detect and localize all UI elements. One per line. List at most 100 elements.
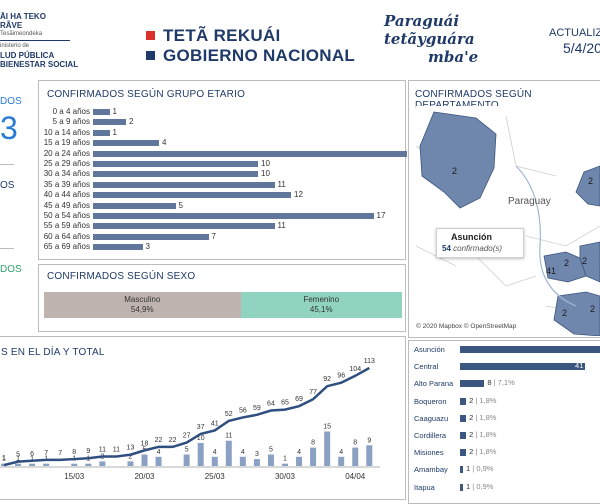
total-point-label: 104 (349, 366, 361, 373)
department-row[interactable]: Cordillera 2 | 1,8% (414, 428, 600, 444)
ministry-line3: Tesãimeondeka (0, 31, 43, 37)
age-bar-row[interactable]: 55 a 59 años 11 (43, 221, 403, 231)
age-bar-row[interactable]: 0 a 4 años 1 (43, 107, 403, 117)
daily-bar[interactable] (197, 443, 204, 466)
daily-bar[interactable] (352, 447, 359, 466)
daily-bar[interactable] (366, 445, 373, 466)
daily-bar-label: 1 (283, 456, 287, 463)
ministry-line5: LUD PÚBLICA (0, 51, 55, 60)
total-point-label: 7 (58, 450, 62, 457)
age-bar-value: 11 (277, 179, 286, 189)
age-bar-label: 20 a 24 años (43, 148, 90, 158)
daily-bar-label: 4 (297, 449, 301, 456)
age-bar-row[interactable]: 15 a 19 años 4 (43, 138, 403, 148)
total-point-label: 113 (364, 358, 375, 365)
department-percent: | 0,9% (470, 464, 494, 474)
age-bar-row[interactable]: 65 a 69 años 3 (43, 242, 403, 252)
updated-label: ACTUALIZ (549, 27, 600, 39)
map-tooltip: Asunción 54 confirmado(s) (436, 228, 524, 258)
age-bar-row[interactable]: 60 a 64 años 7 (43, 232, 403, 242)
daily-bar[interactable] (15, 463, 22, 466)
age-bar-row[interactable]: 10 a 14 años 1 (43, 128, 403, 138)
map-region-itapua[interactable] (553, 291, 600, 336)
department-row[interactable]: Alto Parana 8 | 7,1% (414, 376, 600, 392)
department-count: 41 (575, 361, 584, 371)
daily-bar[interactable] (338, 456, 345, 466)
age-bar-value: 12 (294, 190, 303, 200)
daily-bar[interactable] (239, 456, 246, 466)
department-value: 2 | 1,8% (469, 396, 496, 405)
map-attribution[interactable]: © 2020 Mapbox © OpenStreetMap (416, 323, 517, 330)
age-bar (93, 161, 258, 167)
department-value: 2 | 1,8% (469, 430, 496, 439)
age-bar-row[interactable]: 50 a 54 años 17 (43, 211, 403, 221)
age-bar (93, 181, 275, 188)
age-group-panel: CONFIRMADOS SEGÚN GRUPO ETARIO 0 a 4 año… (38, 80, 419, 260)
department-label: Itapua (414, 482, 435, 492)
department-row[interactable]: Central 41 (414, 359, 600, 375)
masculino-pct: 54,9% (130, 305, 154, 314)
daily-bar[interactable] (29, 463, 36, 466)
age-bar-row[interactable]: 5 a 9 años 2 (43, 117, 403, 127)
department-label: Misiones (414, 448, 444, 458)
map-region-amambay[interactable] (575, 165, 600, 207)
department-row[interactable]: Misiones 2 | 1,8% (414, 445, 600, 461)
total-point-label: 9 (86, 448, 90, 455)
age-bar-label: 50 a 54 años (43, 211, 90, 220)
department-percent: | 1,8% (473, 395, 497, 405)
daily-bar[interactable] (99, 461, 106, 466)
daily-bar[interactable] (183, 454, 190, 467)
age-bar-row[interactable]: 35 a 39 años 11 (43, 180, 403, 190)
age-bar-value: 17 (376, 211, 386, 220)
age-bar-row[interactable]: 40 a 44 años 12 (43, 190, 403, 200)
daily-bar-label: 15 (323, 424, 331, 431)
daily-bar[interactable] (155, 456, 162, 466)
department-row[interactable]: Boqueron 2 | 1,8% (414, 394, 600, 410)
daily-bar-label: 9 (367, 437, 371, 444)
department-row[interactable]: Caaguazu 2 | 1,8% (414, 411, 600, 427)
daily-bar[interactable] (211, 456, 218, 466)
department-map[interactable]: 2 2 41 2 2 2 2 Paraguay (416, 106, 600, 336)
department-row[interactable]: Asunción (414, 342, 600, 358)
daily-bar[interactable] (43, 463, 50, 466)
total-point-label: 7 (44, 450, 48, 457)
slogan-line2: tetãyguára (384, 30, 475, 48)
daily-bar[interactable] (225, 440, 232, 466)
daily-total-panel: S EN EL DÍA Y TOTAL (0, 336, 406, 500)
last-updated: ACTUALIZ 5/4/20 (549, 26, 600, 56)
total-point-label: 13 (127, 445, 135, 452)
daily-bar[interactable] (282, 463, 288, 466)
department-row[interactable]: Itapua 1 | 0,9% (414, 480, 600, 496)
age-bar-row[interactable]: 45 a 49 años 5 (43, 201, 403, 211)
map-region-boqueron[interactable] (419, 111, 497, 209)
total-line[interactable] (3, 366, 370, 467)
daily-bar[interactable] (310, 447, 317, 466)
daily-bar[interactable] (127, 461, 134, 466)
map-count-misiones: 2 (562, 308, 567, 318)
sex-panel-title: CONFIRMADOS SEGÚN SEXO (47, 271, 196, 282)
daily-bar[interactable] (253, 459, 260, 466)
sex-segment-femenino[interactable]: Femenino 45,1% (240, 292, 402, 318)
kpi-third-label: DOS (0, 264, 22, 275)
department-bar (460, 397, 467, 405)
slogan-line3: mba'e (428, 48, 479, 66)
department-row[interactable]: Amambay 1 | 0,9% (414, 462, 600, 478)
daily-bar[interactable] (296, 456, 303, 466)
ministry-line1: ĀI HA TEKO (0, 12, 46, 21)
daily-bar[interactable] (324, 431, 331, 467)
age-bar-row[interactable]: 30 a 34 años 10 (43, 169, 403, 179)
daily-bar[interactable] (71, 463, 78, 466)
map-region-alto-parana[interactable] (579, 241, 600, 283)
x-tick-label: 25/03 (205, 472, 226, 481)
age-bar-row[interactable]: 20 a 24 años19 (43, 148, 419, 159)
sex-segment-masculino[interactable]: Masculino 54,9% (44, 292, 241, 318)
age-bar-row[interactable]: 25 a 29 años 10 (43, 159, 403, 169)
age-bar-value: 5 (178, 200, 183, 210)
daily-bar-label: 1 (2, 456, 6, 463)
age-bar (93, 192, 291, 199)
confirmed-label: DOS (0, 96, 22, 107)
daily-bar[interactable] (267, 454, 274, 467)
daily-bar-label: 10 (197, 435, 205, 442)
daily-bar[interactable] (141, 454, 148, 467)
daily-bar[interactable] (85, 463, 92, 466)
